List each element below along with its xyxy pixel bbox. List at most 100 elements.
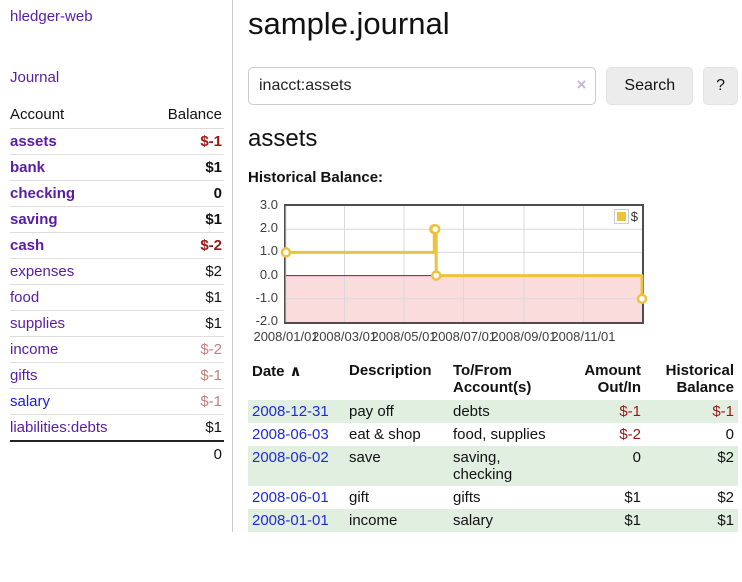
transaction-date-link[interactable]: 2008-06-03 (252, 426, 329, 443)
account-row: checking 0 (10, 180, 224, 207)
account-link[interactable]: expenses (10, 263, 75, 280)
account-row: food $1 (10, 284, 224, 311)
account-balance: $2 (146, 258, 224, 285)
account-balance: $1 (146, 414, 224, 441)
y-axis-tick-label: 1.0 (259, 243, 278, 259)
accounts-header-account: Account (10, 106, 65, 123)
x-axis-tick-label: 2008/11/01 (551, 329, 616, 344)
sort-ascending-icon: ∧ (289, 363, 302, 380)
search-button[interactable]: Search (606, 67, 694, 105)
transaction-balance: $2 (717, 449, 734, 466)
transaction-date-link[interactable]: 2008-06-02 (252, 449, 329, 466)
accounts-total-row: 0 (10, 440, 224, 467)
register-table: Date ∧ Description To/From Account(s) Amo… (248, 360, 738, 532)
account-row: saving $1 (10, 206, 224, 233)
y-axis-tick-label: 3.0 (259, 197, 278, 212)
y-axis-tick-label: 0.0 (259, 266, 278, 282)
register-row: 2008-06-01 gift gifts $1 $2 (248, 486, 738, 509)
transaction-date-link[interactable]: 2008-01-01 (252, 512, 329, 529)
transaction-accounts: saving, checking (453, 449, 513, 483)
account-balance: $-2 (146, 336, 224, 363)
register-row: 2008-06-03 eat & shop food, supplies $-2 0 (248, 423, 738, 446)
chart-legend: $ (613, 209, 638, 224)
transaction-description: pay off (349, 403, 394, 420)
y-axis-tick-label: -1.0 (255, 289, 278, 305)
account-link[interactable]: food (10, 289, 40, 306)
account-link[interactable]: cash (10, 237, 45, 254)
account-balance: $-1 (146, 362, 224, 389)
account-balance: $1 (146, 206, 224, 233)
account-balance: 0 (146, 180, 224, 207)
account-balance: $-1 (146, 388, 224, 415)
register-header-row: Date ∧ Description To/From Account(s) Amo… (248, 360, 738, 400)
x-axis-tick-label: 2008/03/01 (311, 329, 378, 344)
x-axis-tick-label: 2008/05/01 (371, 329, 437, 344)
brand-link[interactable]: hledger-web (10, 8, 93, 25)
search-form: × Search ? (248, 67, 738, 105)
account-title: assets (248, 125, 318, 152)
transaction-amount: 0 (632, 449, 641, 466)
transaction-description: income (349, 512, 398, 529)
account-balance: $-1 (146, 128, 224, 155)
transaction-description: eat & shop (349, 426, 421, 443)
page-title: sample.journal (248, 6, 450, 41)
transaction-date-link[interactable]: 2008-12-31 (252, 403, 329, 420)
transaction-date-link[interactable]: 2008-06-01 (252, 489, 329, 506)
account-row: expenses $2 (10, 258, 224, 285)
transaction-accounts: food, supplies (453, 426, 546, 443)
register-row: 2008-12-31 pay off debts $-1 $-1 (248, 400, 738, 423)
account-link[interactable]: bank (10, 159, 46, 176)
transaction-balance: $-1 (712, 403, 734, 420)
account-link[interactable]: assets (10, 133, 57, 150)
transaction-accounts: debts (453, 403, 490, 420)
help-button[interactable]: ? (703, 67, 738, 105)
register-header-date[interactable]: Date ∧ (252, 363, 302, 380)
legend-label: $ (630, 209, 638, 224)
sidebar: hledger-web Journal Account Balance asse… (0, 0, 233, 532)
account-balance: $-2 (146, 232, 224, 259)
account-row: liabilities:debts $1 (10, 414, 224, 441)
x-axis-tick-label: 2008/07/01 (430, 329, 497, 344)
accounts-total: 0 (146, 440, 224, 467)
account-balance: $1 (146, 310, 224, 337)
account-link[interactable]: supplies (10, 315, 66, 332)
accounts-header-balance: Balance (167, 106, 222, 123)
main-content: sample.journal × Search ? assets Histori… (233, 0, 742, 532)
transaction-description: gift (349, 489, 370, 506)
account-row: gifts $-1 (10, 362, 224, 389)
account-row: bank $1 (10, 154, 224, 181)
register-header-amount: Amount Out/In (584, 362, 641, 396)
chart-heading: Historical Balance: (248, 169, 384, 186)
y-axis-tick-label: 2.0 (259, 220, 278, 236)
accounts-table: Account Balance assets $-1 bank $1 checking 0… (10, 102, 224, 467)
x-axis-tick-label: 2008/09/01 (491, 329, 557, 344)
accounts-body: assets $-1 bank $1 checking 0 saving $1 cash $-2 e… (10, 128, 224, 441)
register-body: 2008-12-31 pay off debts $-1 $-1 2008-06-03 ea… (248, 400, 738, 532)
account-link[interactable]: income (10, 341, 59, 358)
transaction-amount: $1 (624, 489, 641, 506)
x-axis-tick-label: 2008/01/01 (253, 329, 319, 344)
transaction-balance: $2 (717, 489, 734, 506)
account-link[interactable]: checking (10, 185, 76, 202)
account-link[interactable]: saving (10, 211, 58, 228)
account-balance: $1 (146, 284, 224, 311)
search-input[interactable] (248, 67, 597, 105)
historical-balance-chart: $ 3.0 2.0 1.0 0.0 -1.0 -2.0 2008/01/01 2008/03/… (248, 197, 648, 346)
account-link[interactable]: gifts (10, 367, 38, 384)
account-link[interactable]: salary (10, 393, 51, 410)
transaction-accounts: salary (453, 512, 494, 529)
transaction-balance: $1 (717, 512, 734, 529)
account-row: salary $-1 (10, 388, 224, 415)
account-row: income $-2 (10, 336, 224, 363)
app-window: hledger-web Journal Account Balance asse… (0, 0, 742, 532)
account-link[interactable]: liabilities:debts (10, 419, 108, 436)
register-header-description: Description (349, 362, 432, 379)
account-row: supplies $1 (10, 310, 224, 337)
account-row: assets $-1 (10, 128, 224, 155)
register-row: 2008-06-02 save saving, checking 0 $2 (248, 446, 738, 486)
register-header-accounts: To/From Account(s) (453, 362, 532, 396)
sidebar-item-journal[interactable]: Journal (10, 69, 60, 86)
clear-search-icon[interactable]: × (576, 75, 587, 94)
transaction-amount: $-2 (619, 426, 641, 443)
transaction-amount: $-1 (619, 403, 641, 420)
